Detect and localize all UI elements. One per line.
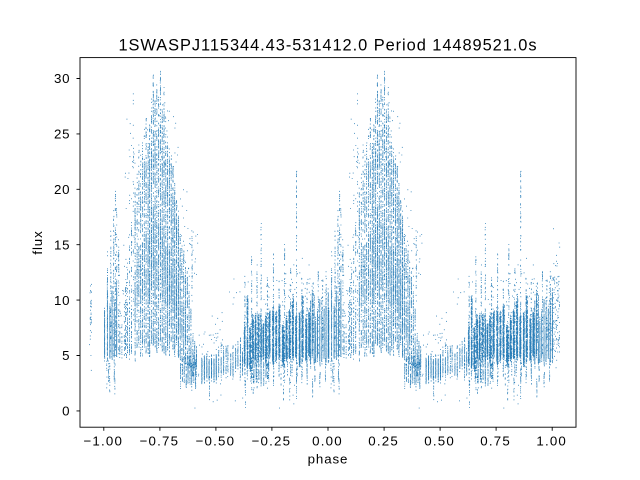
svg-text:−0.50: −0.50	[196, 433, 236, 448]
svg-text:flux: flux	[30, 230, 45, 254]
svg-text:−0.25: −0.25	[252, 433, 292, 448]
svg-text:15: 15	[54, 237, 70, 252]
svg-text:−1.00: −1.00	[83, 433, 123, 448]
svg-text:0: 0	[62, 404, 70, 419]
svg-text:30: 30	[54, 71, 70, 86]
svg-text:phase: phase	[308, 451, 349, 466]
svg-text:0.25: 0.25	[368, 433, 399, 448]
svg-text:1.00: 1.00	[536, 433, 567, 448]
svg-text:0.75: 0.75	[480, 433, 511, 448]
svg-text:10: 10	[54, 293, 70, 308]
svg-text:0.50: 0.50	[424, 433, 455, 448]
svg-text:20: 20	[54, 182, 70, 197]
svg-text:−0.75: −0.75	[140, 433, 180, 448]
svg-text:0.00: 0.00	[312, 433, 343, 448]
svg-text:25: 25	[54, 127, 70, 142]
svg-text:5: 5	[62, 348, 70, 363]
svg-text:1SWASPJ115344.43-531412.0 Peri: 1SWASPJ115344.43-531412.0 Period 1448952…	[118, 37, 537, 55]
